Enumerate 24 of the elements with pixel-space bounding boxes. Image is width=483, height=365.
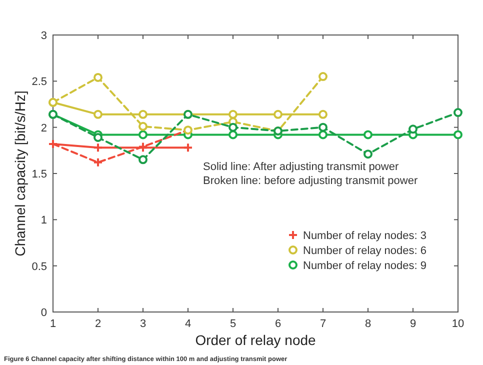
x-axis-title: Order of relay node <box>195 332 316 348</box>
y-tick-label: 2 <box>40 122 47 134</box>
y-tick-label: 1 <box>40 214 47 227</box>
y-tick-label: 1.5 <box>32 168 47 180</box>
x-tick-label: 4 <box>184 318 192 330</box>
legend-label: Number of relay nodes: 9 <box>303 260 427 272</box>
annotation: Solid line: After adjusting transmit power <box>203 161 399 173</box>
legend-label: Number of relay nodes: 6 <box>303 245 427 257</box>
y-tick-label: 2.5 <box>32 76 47 88</box>
y-tick-label: 3 <box>40 30 47 42</box>
y-axis-title: Channel capacity [bit/s/Hz] <box>12 90 28 256</box>
legend-label: Number of relay nodes: 3 <box>303 230 427 242</box>
x-tick-label: 2 <box>94 318 102 330</box>
x-tick-label: 7 <box>320 318 326 330</box>
x-tick-label: 9 <box>410 318 416 330</box>
annotation: Broken line: before adjusting transmit power <box>203 175 418 187</box>
x-tick-label: 5 <box>230 318 236 330</box>
y-tick-label: 0.5 <box>32 260 47 273</box>
y-tick-label: 0 <box>40 307 47 319</box>
x-tick-label: 10 <box>452 318 464 330</box>
x-tick-label: 3 <box>140 318 146 330</box>
x-tick-label: 6 <box>274 318 282 330</box>
x-tick-label: 8 <box>364 318 372 330</box>
x-tick-label: 1 <box>50 318 56 330</box>
